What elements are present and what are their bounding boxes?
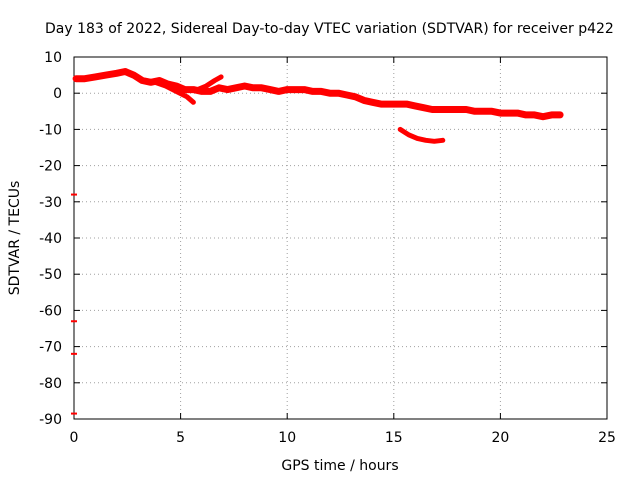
grid-lines	[74, 57, 607, 419]
x-tick-label: 10	[278, 430, 296, 446]
x-tick-label: 5	[176, 430, 185, 446]
plot-frame	[73, 56, 608, 420]
branch-spike-line	[195, 74, 224, 93]
axis-ticks: 0 5 10 15 20 25 10 0 -10 -20 -30 -40 -50 -60 -70 -80 -90	[39, 50, 616, 446]
y-tick-label: -70	[39, 340, 62, 356]
y-axis-label: SDTVAR / TECUs	[7, 181, 23, 296]
chart-title: Day 183 of 2022, Sidereal Day-to-day VTE…	[45, 21, 614, 37]
y-tick-label: -20	[39, 159, 62, 175]
y-tick-label: -80	[39, 376, 62, 392]
secondary-track-line	[397, 126, 446, 144]
y-tick-label: -40	[39, 231, 62, 247]
y-tick-label: -10	[39, 122, 62, 138]
x-tick-label: 0	[70, 430, 79, 446]
branch-dip-line	[152, 79, 196, 105]
y-tick-label: 0	[53, 86, 62, 102]
y-tick-label: -60	[39, 303, 62, 319]
main-track-line	[72, 68, 564, 121]
x-tick-label: 15	[385, 430, 403, 446]
x-axis-label: GPS time / hours	[281, 458, 398, 474]
y-tick-label: -90	[39, 412, 62, 428]
data-series	[71, 68, 564, 415]
y-tick-label: 10	[44, 50, 62, 66]
x-tick-label: 25	[598, 430, 616, 446]
x-tick-label: 20	[491, 430, 509, 446]
y-tick-label: -30	[39, 195, 62, 211]
y-tick-label: -50	[39, 267, 62, 283]
